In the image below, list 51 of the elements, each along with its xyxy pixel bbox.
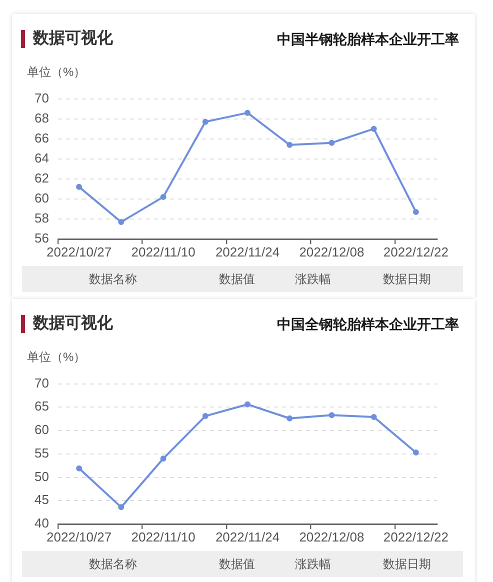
y-tick-label: 56 <box>34 230 49 246</box>
y-tick-label: 55 <box>34 445 49 460</box>
x-tick-label: 2022/12/22 <box>383 529 448 544</box>
x-tick-label: 2022/11/24 <box>215 244 280 260</box>
x-tick-label: 2022/11/24 <box>215 529 280 544</box>
point <box>244 401 250 408</box>
y-axis-title: 单位（%） <box>27 349 86 365</box>
point <box>370 126 377 132</box>
point <box>328 412 335 418</box>
y-tick-label: 65 <box>34 398 49 414</box>
point <box>202 413 208 420</box>
y-tick-label: 60 <box>34 190 49 206</box>
chart-title: 中国全钢轮胎样本企业开工率 <box>277 315 459 334</box>
point <box>286 415 293 422</box>
y-tick-label: 68 <box>34 110 49 126</box>
y-tick-label: 40 <box>34 516 49 531</box>
y-tick-label: 64 <box>34 150 49 166</box>
y-tick-label: 70 <box>34 375 49 390</box>
y-tick-label: 50 <box>34 468 49 484</box>
y-axis-title: 单位（%） <box>27 64 86 80</box>
point <box>202 118 208 125</box>
x-tick-label: 2022/10/27 <box>46 529 112 544</box>
point <box>118 218 124 225</box>
y-tick-label: 45 <box>34 492 49 508</box>
x-tick-label: 2022/10/27 <box>46 244 112 260</box>
chart-subtitle: 数据可视化 <box>33 313 113 334</box>
point <box>160 194 166 200</box>
x-tick-label: 2022/11/10 <box>131 529 196 544</box>
point <box>328 140 335 146</box>
x-tick-label: 2022/12/08 <box>299 244 364 260</box>
chart-title: 中国半钢轮胎样本企业开工率 <box>277 30 459 49</box>
x-tick-label: 2022/11/10 <box>131 244 196 260</box>
table-header: 数据名称 数据值 涨跌幅 数据日期 <box>22 266 463 292</box>
x-tick-label: 2022/12/22 <box>383 244 448 260</box>
table-header: 数据名称 数据值 涨跌幅 数据日期 <box>22 551 463 577</box>
point <box>76 184 82 190</box>
y-tick-label: 70 <box>34 90 49 106</box>
point <box>160 456 166 462</box>
point <box>412 450 419 456</box>
y-tick-label: 62 <box>34 170 49 186</box>
x-tick-label: 2022/12/08 <box>299 529 364 544</box>
point <box>370 414 377 420</box>
y-tick-label: 60 <box>34 422 49 438</box>
point <box>244 110 250 116</box>
point <box>286 142 293 148</box>
point <box>76 465 82 472</box>
chart-subtitle: 数据可视化 <box>33 28 113 49</box>
point <box>412 208 419 215</box>
y-tick-label: 66 <box>34 130 49 146</box>
point <box>118 504 124 510</box>
y-tick-label: 58 <box>34 210 49 226</box>
